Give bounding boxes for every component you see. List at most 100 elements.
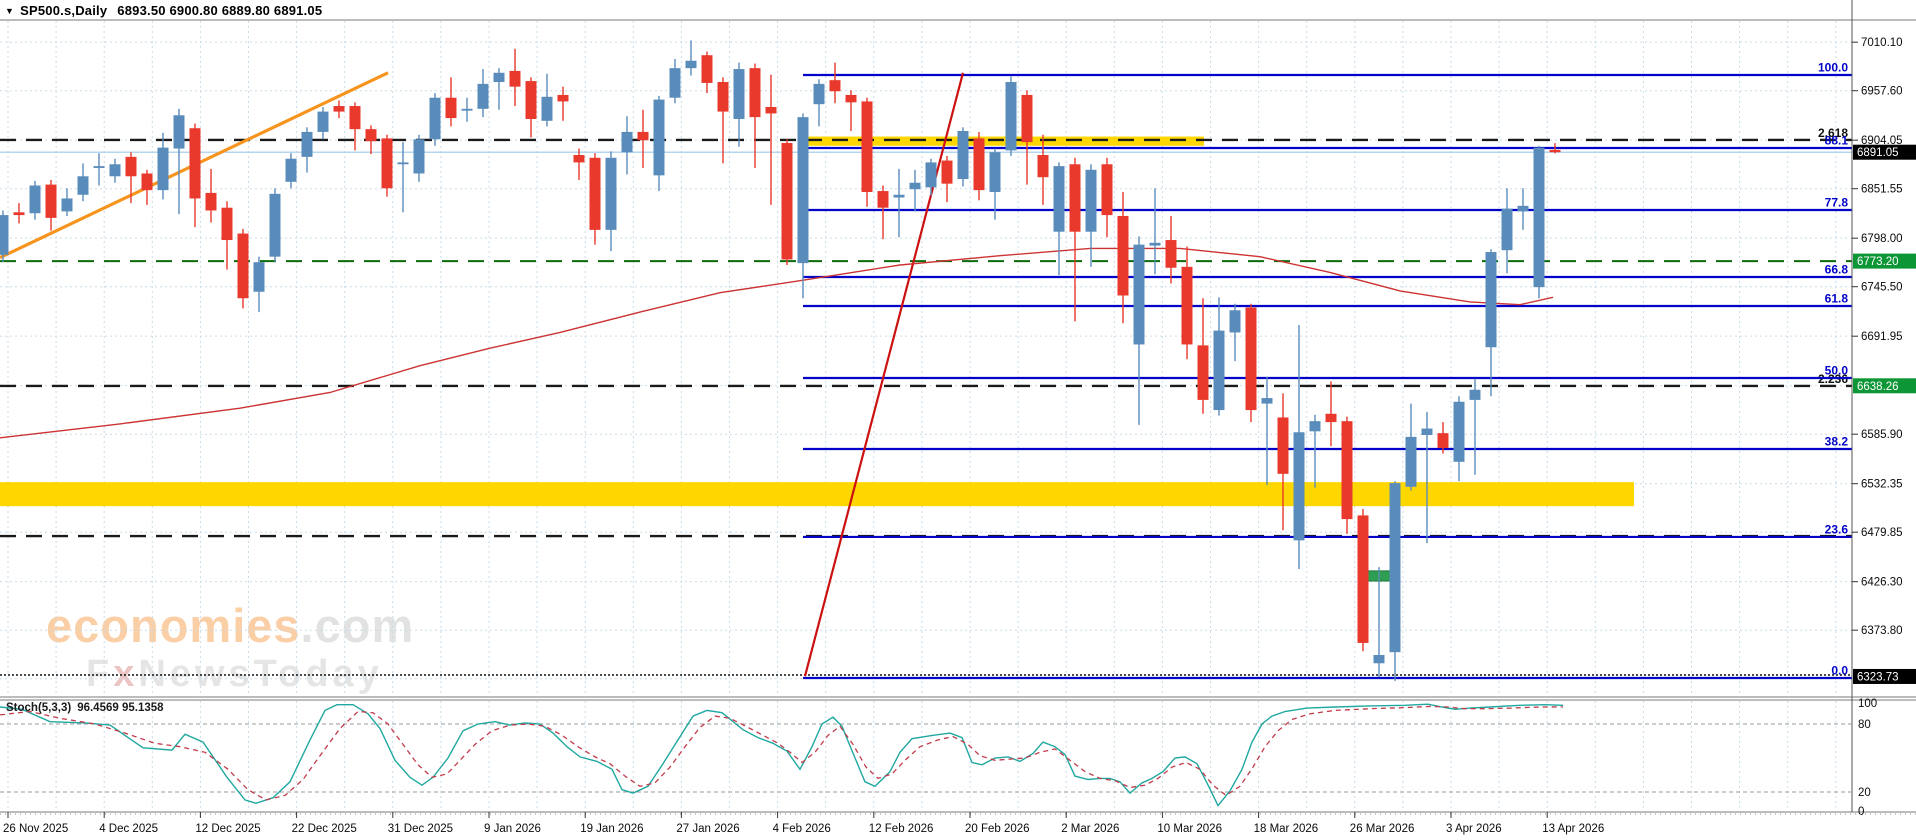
yellow-zone-rectangle[interactable] [0, 482, 1634, 507]
fibonacci-label: 61.8 [1825, 292, 1849, 306]
candle-body [1373, 654, 1385, 664]
candle-body [253, 262, 265, 292]
candle-body [605, 157, 617, 230]
candle-body [493, 72, 505, 83]
candle-body [381, 138, 393, 189]
candle-body [637, 131, 649, 141]
time-tick-label: 12 Feb 2026 [869, 823, 934, 835]
time-tick-label: 26 Mar 2026 [1350, 823, 1415, 835]
candle-body [1437, 433, 1449, 448]
candle-body [333, 106, 345, 112]
candle-body [1405, 436, 1417, 487]
candle-body [1325, 413, 1337, 423]
candle-body [1037, 155, 1049, 178]
stoch-indicator-label: Stoch(5,3,3) 96.4569 95.1358 [6, 702, 164, 714]
candle-body [989, 152, 1001, 192]
candle-body [141, 173, 153, 191]
time-tick-label: 31 Dec 2025 [388, 823, 453, 835]
candle-body [1149, 242, 1161, 246]
candle-body [1229, 310, 1241, 333]
candle-body [77, 176, 89, 195]
candle-body [445, 97, 457, 119]
price-badge [1853, 144, 1916, 160]
candle-body [269, 193, 281, 257]
stoch-signal-line [0, 705, 1564, 801]
candle-body [781, 143, 793, 260]
candle-body [1197, 345, 1209, 400]
candle-body [1133, 244, 1145, 345]
watermark-subtitle: FxNewsToday [86, 653, 383, 695]
fibonacci-label: 66.8 [1825, 262, 1849, 276]
candle-body [285, 158, 297, 182]
candle-body [557, 94, 569, 102]
price-tick-label: 6745.50 [1861, 282, 1903, 294]
price-tick-label: 6851.55 [1861, 184, 1903, 196]
candle-body [93, 166, 105, 168]
time-tick-label: 3 Apr 2026 [1446, 823, 1502, 835]
candle-body [1533, 147, 1545, 288]
time-tick-label: 13 Apr 2026 [1542, 823, 1604, 835]
price-tick-label: 6904.05 [1861, 135, 1903, 147]
candle-body [173, 115, 185, 149]
candle-body [1165, 240, 1177, 268]
candle-body [1117, 216, 1129, 296]
collapse-arrow-icon[interactable]: ▼ [5, 6, 15, 16]
candle-body [1085, 169, 1097, 232]
price-badge [1853, 378, 1916, 394]
candle-body [461, 108, 473, 111]
fibonacci-label: 77.8 [1825, 196, 1849, 210]
candle-body [1501, 208, 1513, 251]
time-tick-label: 2 Mar 2026 [1061, 823, 1119, 835]
fibonacci-label: 23.6 [1825, 522, 1849, 536]
candle-body [573, 155, 585, 163]
candle-body [349, 106, 361, 130]
candle-body [861, 101, 873, 192]
candle-body [429, 97, 441, 140]
candle-body [749, 68, 761, 118]
candle-body [109, 164, 121, 177]
candle-body [541, 96, 553, 121]
candle-body [61, 198, 73, 212]
candle-body [205, 192, 217, 211]
time-tick-label: 4 Dec 2025 [99, 823, 158, 835]
candle-body [477, 83, 489, 109]
time-tick-label: 12 Dec 2025 [195, 823, 260, 835]
candle-body [1389, 483, 1401, 653]
candle-body [1549, 149, 1561, 153]
price-tick-label: 6691.95 [1861, 331, 1903, 343]
stoch-axis-label: 20 [1858, 787, 1871, 799]
candle-body [701, 55, 713, 83]
candle-body [925, 162, 937, 188]
candle-body [877, 191, 889, 208]
candle-body [1517, 205, 1529, 212]
candle-body [717, 82, 729, 112]
fibonacci-label: 0.0 [1831, 663, 1848, 677]
candle-body [413, 139, 425, 174]
extension-label: 2.618 [1818, 126, 1848, 140]
red-trendline[interactable] [803, 72, 965, 677]
stoch-axis-label: 80 [1858, 719, 1871, 731]
candle-body [845, 94, 857, 103]
candle-body [1213, 330, 1225, 411]
candle-body [813, 83, 825, 105]
price-tick-label: 6585.90 [1861, 429, 1903, 441]
time-tick-label: 18 Mar 2026 [1254, 823, 1319, 835]
candle-body [1069, 164, 1081, 232]
candle-body [1277, 417, 1289, 474]
candle-body [125, 156, 137, 177]
price-badge [1853, 668, 1916, 684]
candle-body [1485, 252, 1497, 348]
candle-body [765, 106, 777, 114]
candle-body [1101, 164, 1113, 216]
chart-title: ▼ SP500.s,Daily 6893.50 6900.80 6889.80 68… [5, 3, 322, 18]
price-tick-label: 6798.00 [1861, 233, 1903, 245]
stoch-values: 96.4569 95.1358 [77, 702, 164, 714]
candle-body [1309, 421, 1321, 432]
time-tick-label: 10 Mar 2026 [1157, 823, 1222, 835]
candle-body [317, 111, 329, 132]
fibonacci-label: 50.0 [1825, 364, 1849, 378]
price-tick-label: 6373.80 [1861, 625, 1903, 637]
candle-body [1005, 82, 1017, 151]
